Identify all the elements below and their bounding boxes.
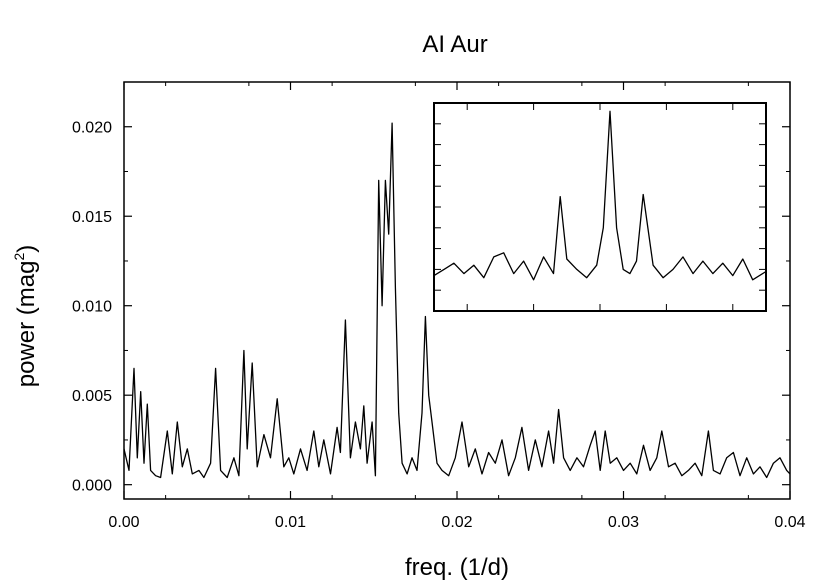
y-axis-ticks: 0.000 0.005 0.010 0.015 0.020 (72, 120, 790, 495)
x-axis-ticks: 0.00 0.01 0.02 0.03 0.04 (108, 82, 806, 531)
main-plot: 0.00 0.01 0.02 0.03 0.04 0.000 0.005 0.010 0.01… (72, 81, 806, 531)
y-axis-title-main: power (mag (13, 261, 40, 388)
x-tick-label: 0.00 (108, 514, 139, 531)
inset-spectrum-line (433, 110, 767, 281)
y-tick-label: 0.010 (72, 299, 112, 316)
power-spectrum-line (123, 122, 791, 479)
y-axis-title-superscript: 2 (11, 253, 27, 261)
x-tick-label: 0.01 (275, 514, 306, 531)
y-tick-label: 0.005 (72, 388, 112, 405)
y-axis-title: power (mag2) (11, 245, 40, 388)
inset-plot (433, 102, 767, 312)
x-tick-label: 0.03 (608, 514, 639, 531)
x-tick-label: 0.02 (441, 514, 472, 531)
y-axis-title-suffix: ) (13, 245, 40, 253)
x-axis-title: freq. (1/d) (405, 554, 509, 581)
inset-frame (433, 102, 767, 312)
y-tick-label: 0.015 (72, 209, 112, 226)
chart-title: AI Aur (422, 31, 487, 58)
x-tick-label: 0.04 (774, 514, 805, 531)
y-tick-label: 0.020 (72, 120, 112, 137)
inset-ticks (434, 103, 766, 311)
y-tick-label: 0.000 (72, 478, 112, 495)
